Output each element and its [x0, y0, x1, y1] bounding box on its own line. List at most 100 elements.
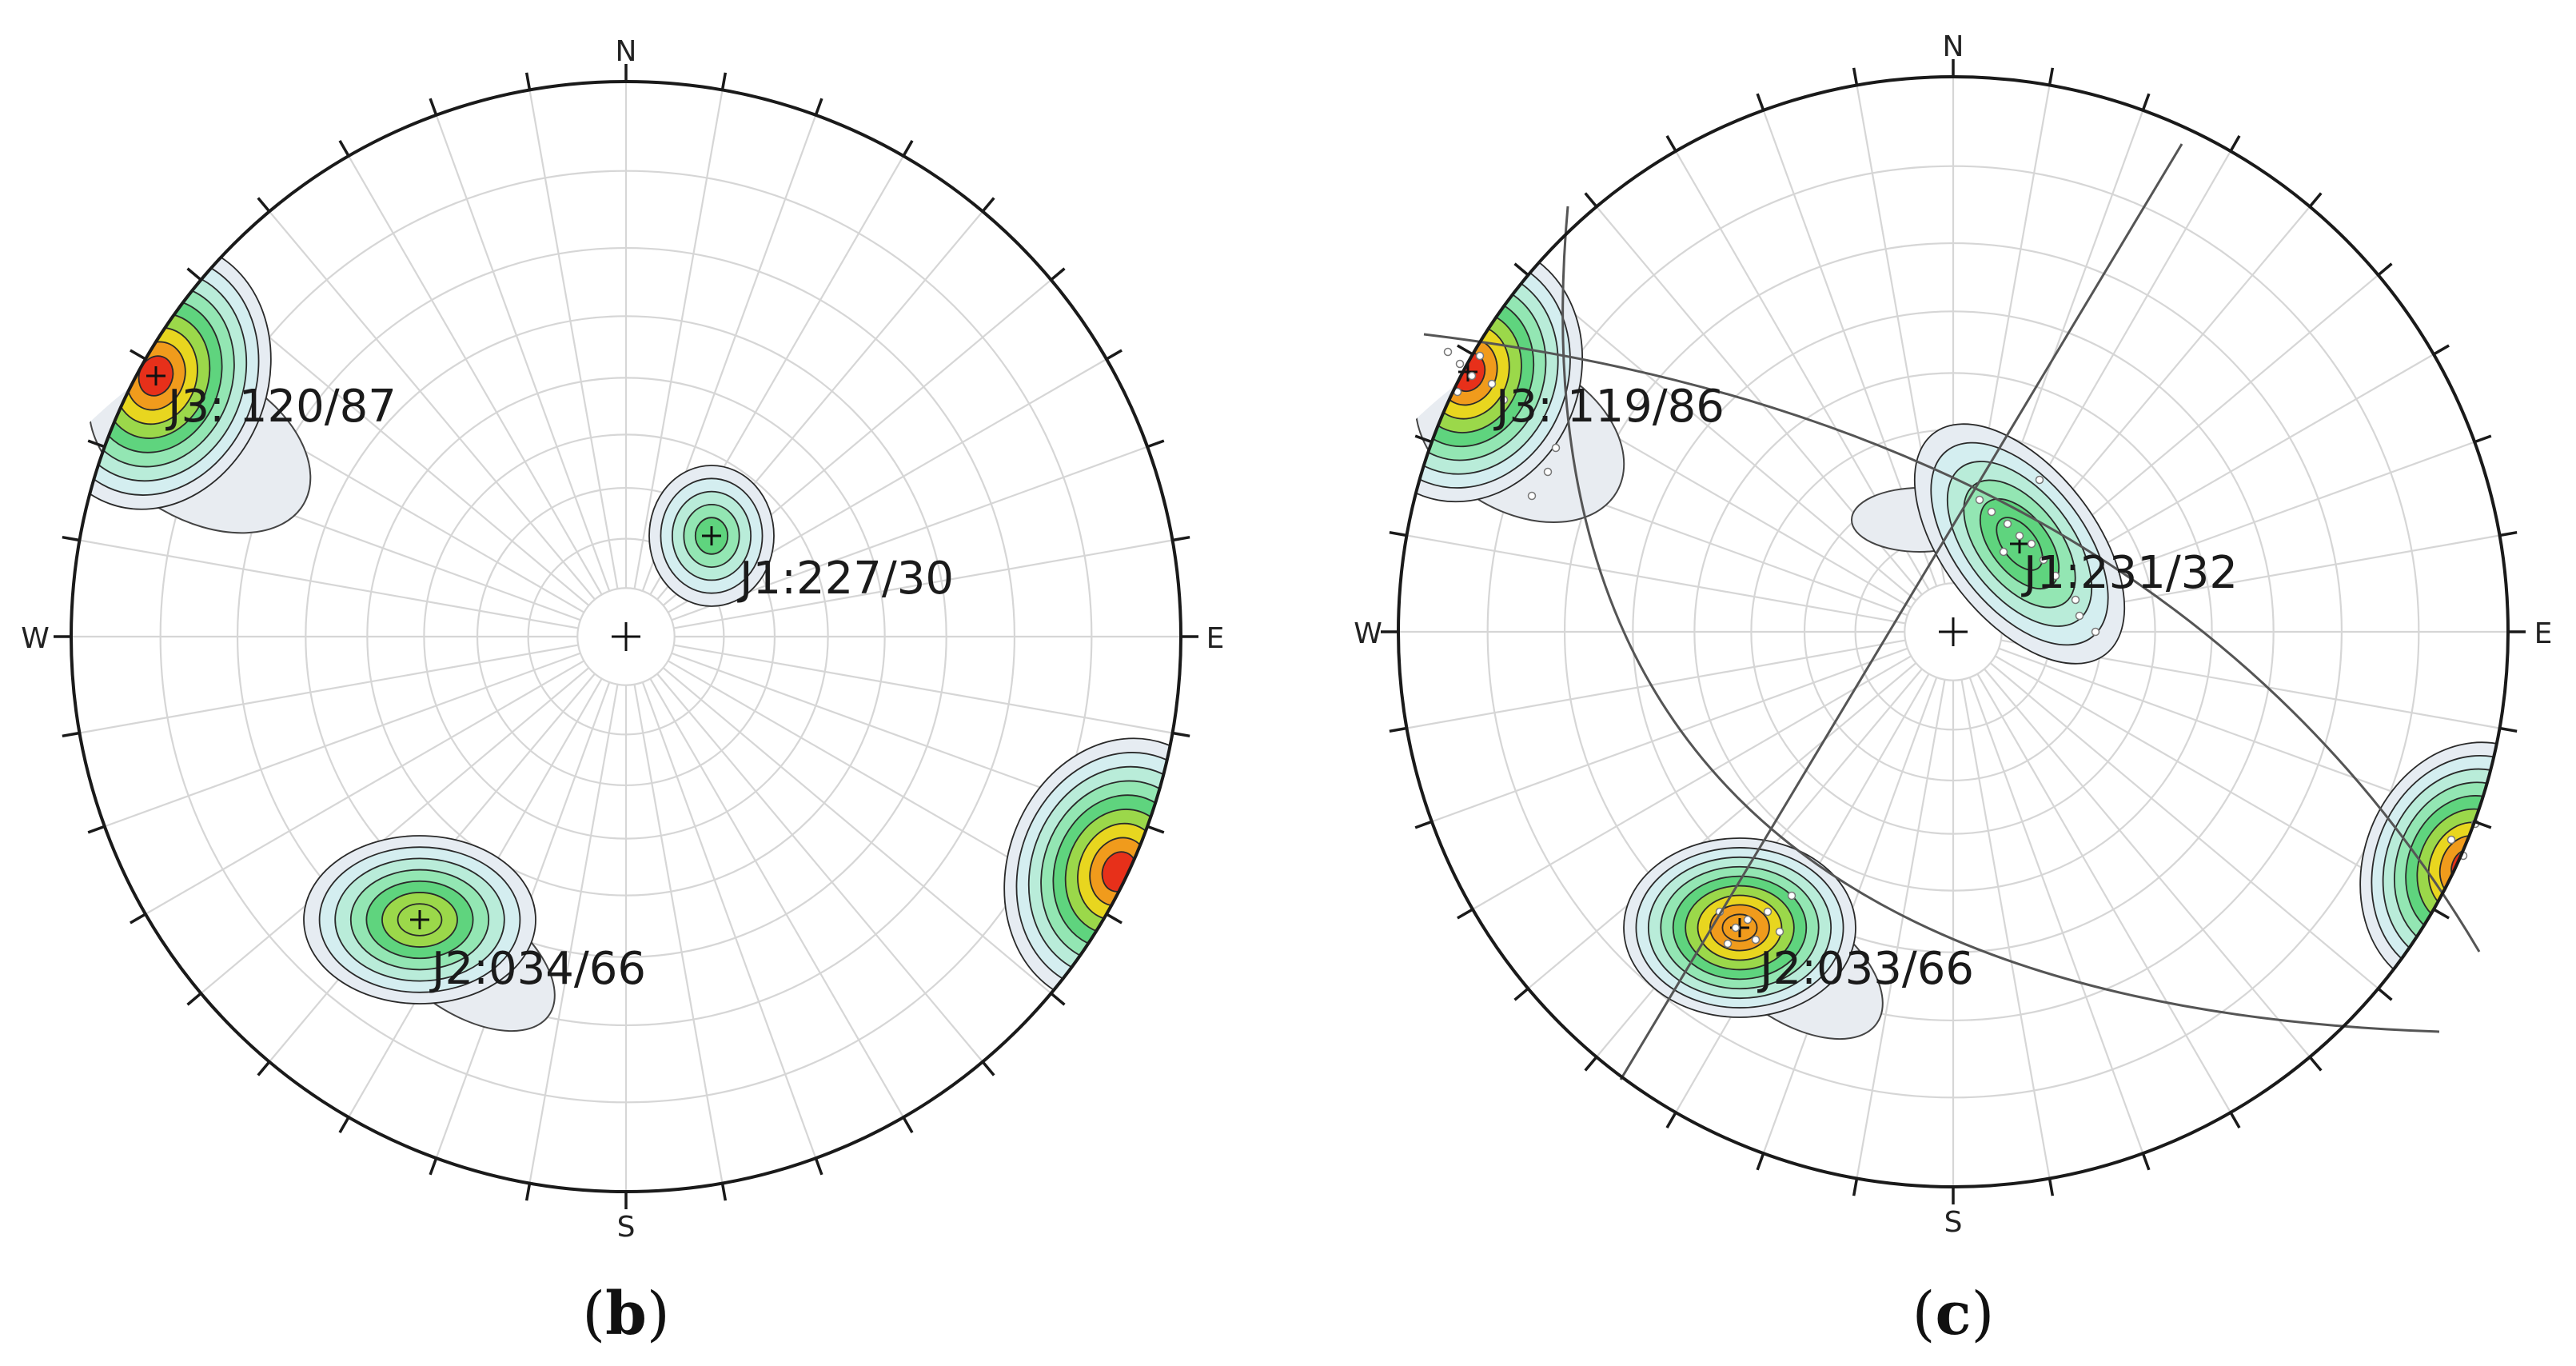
- degree-tick: [186, 992, 202, 1006]
- pole-point: [1443, 347, 1453, 357]
- pole-point: [2039, 555, 2048, 565]
- grid-spoke: [649, 678, 904, 1118]
- grid-spoke: [435, 114, 611, 592]
- pole-point: [2035, 475, 2044, 485]
- pole-point: [1499, 395, 1509, 405]
- grid-spoke: [200, 667, 590, 994]
- degree-tick: [720, 72, 728, 90]
- grid-spoke: [1960, 679, 2051, 1179]
- degree-tick: [130, 913, 146, 925]
- pole-point: [1751, 935, 1761, 945]
- degree-tick: [2141, 93, 2151, 111]
- grid-spoke: [1968, 677, 2144, 1154]
- pole-point: [2015, 531, 2024, 541]
- degree-tick: [1106, 349, 1123, 361]
- degree-tick: [1414, 434, 1433, 444]
- west-label: W: [1354, 617, 1382, 650]
- grid-spoke: [1976, 673, 2231, 1113]
- east-label: E: [1206, 622, 1225, 655]
- north-label: N: [1943, 30, 1964, 63]
- grid-spoke: [662, 667, 1052, 994]
- degree-tick: [429, 98, 438, 116]
- set-label-j3: J3: 119/86: [1493, 381, 1725, 433]
- set-label-j3: J3: 120/87: [165, 381, 397, 433]
- degree-tick: [2499, 530, 2518, 537]
- pole-point: [1975, 495, 1984, 505]
- degree-tick: [524, 72, 532, 90]
- degree-tick: [1457, 908, 1473, 920]
- pole-point: [2446, 835, 2456, 845]
- pole-point: [2051, 571, 2060, 581]
- degree-tick: [1106, 913, 1123, 925]
- degree-tick: [1665, 135, 1677, 152]
- stereonet-b-svg: N S E W J3: 120/87 J1:227/30 J2:034/66 (…: [21, 35, 1225, 1348]
- pole-point: [1731, 923, 1741, 933]
- degree-tick: [1584, 1056, 1598, 1072]
- degree-tick: [1146, 825, 1165, 834]
- pole-density-contours: [1398, 241, 2508, 1040]
- degree-tick: [2308, 1056, 2323, 1072]
- degree-tick: [1756, 1152, 1765, 1171]
- pole-point: [1543, 467, 1553, 477]
- grid-spoke: [633, 684, 724, 1184]
- degree-tick: [1584, 192, 1598, 208]
- pole-point: [1775, 927, 1784, 937]
- grid-spoke: [528, 90, 619, 589]
- grid-spoke: [1472, 655, 1912, 910]
- degree-tick: [338, 140, 350, 157]
- degree-tick: [1852, 67, 1859, 86]
- degree-tick: [1513, 987, 1529, 1001]
- degree-tick: [2377, 262, 2393, 277]
- degree-tick: [62, 731, 80, 738]
- degree-tick: [2499, 726, 2518, 733]
- pole-point: [1787, 891, 1796, 901]
- grid-spoke: [1989, 662, 2379, 989]
- pole-point: [1487, 379, 1497, 389]
- caption-b: (b): [582, 1280, 670, 1348]
- degree-tick: [2474, 434, 2492, 444]
- pole-point: [2003, 519, 2012, 529]
- degree-tick: [524, 1183, 532, 1201]
- grid-spoke: [641, 681, 817, 1159]
- degree-tick: [62, 535, 80, 542]
- degree-tick: [1852, 1178, 1859, 1196]
- degree-tick: [87, 439, 106, 449]
- grid-spoke: [1984, 668, 2311, 1058]
- degree-tick: [814, 1157, 823, 1176]
- grid-spoke: [1406, 534, 1906, 625]
- pole-point: [1455, 359, 1465, 369]
- pole-point: [1987, 507, 1996, 517]
- degree-tick: [1389, 726, 1407, 733]
- degree-tick: [2229, 135, 2241, 152]
- equal-angle-grid: [1398, 77, 2508, 1187]
- degree-tick: [981, 197, 995, 213]
- degree-tick: [2377, 987, 2393, 1001]
- pole-point: [1467, 371, 1477, 381]
- pole-point: [2071, 595, 2080, 605]
- grid-spoke: [673, 644, 1173, 734]
- degree-tick: [720, 1183, 728, 1201]
- degree-tick: [2433, 344, 2450, 356]
- pole-point: [1763, 907, 1772, 917]
- degree-tick: [1414, 820, 1433, 829]
- grid-spoke: [673, 539, 1173, 629]
- stereonet-c-svg: N S E W J3: 119/86 J1:231/32 J2:033/66 (…: [1354, 30, 2553, 1348]
- degree-ticks: [1381, 59, 2526, 1204]
- south-label: S: [1944, 1206, 1963, 1239]
- pole-point: [1999, 547, 2008, 557]
- east-label: E: [2534, 617, 2553, 650]
- degree-tick: [1665, 1112, 1677, 1128]
- degree-tick: [1513, 262, 1529, 277]
- pole-point: [1475, 351, 1485, 361]
- grid-spoke: [1406, 639, 1906, 729]
- degree-tick: [2229, 1112, 2241, 1128]
- degree-tick: [2048, 67, 2055, 86]
- set-label-j2: J2:034/66: [429, 943, 646, 995]
- grid-spoke: [104, 652, 581, 828]
- west-label: W: [21, 622, 50, 655]
- north-label: N: [616, 35, 637, 68]
- degree-tick: [1050, 267, 1066, 282]
- great-circle-j1: [1619, 143, 2183, 1080]
- degree-tick: [1050, 992, 1066, 1006]
- great-circle-j2: [1561, 206, 2440, 1033]
